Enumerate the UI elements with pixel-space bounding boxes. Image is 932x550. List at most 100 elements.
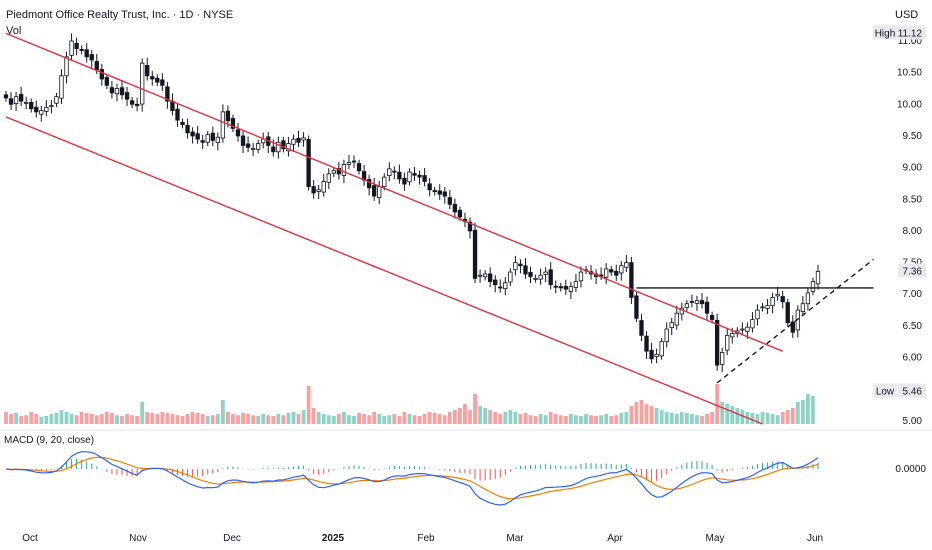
candle-body (94, 61, 99, 70)
candle-body (245, 143, 251, 148)
candle (629, 256, 634, 305)
price-tick-label: 7.00 (903, 289, 923, 300)
high-badge-value-bg (898, 25, 926, 40)
time-tick-label: 2025 (322, 533, 345, 544)
candle-body (553, 285, 558, 288)
candle (3, 91, 9, 102)
candle-body (624, 262, 629, 268)
candle-body (366, 179, 372, 189)
candle (366, 174, 372, 196)
candle-body (210, 132, 215, 141)
volume-bar (473, 394, 477, 424)
candle (488, 267, 493, 288)
volume-bar (442, 415, 447, 424)
candle (13, 91, 19, 112)
volume-bar (341, 412, 346, 424)
candle-body (372, 185, 377, 197)
candle-body (417, 174, 422, 178)
candle (805, 287, 811, 311)
volume-bar (261, 414, 266, 424)
candle-body (689, 301, 695, 303)
volume-bar (735, 408, 740, 424)
candle (39, 105, 44, 122)
candle (326, 168, 331, 189)
candle (29, 98, 34, 113)
candle-body (669, 322, 674, 328)
volume-bar (150, 412, 155, 424)
candle (387, 162, 392, 182)
candle (124, 86, 130, 106)
candle (467, 217, 473, 239)
candle (785, 298, 790, 327)
volume-bar (639, 400, 644, 424)
candle-body (235, 129, 241, 137)
volume-bar (9, 414, 13, 424)
volume-bar (155, 414, 160, 424)
candle (160, 73, 165, 92)
price-tick-label: 11.00 (898, 36, 923, 47)
candle-body (558, 286, 563, 289)
candle-body (770, 296, 775, 307)
volume-bar (115, 415, 119, 424)
candle-body (619, 265, 624, 274)
macd-label: MACD (9, 20, close) (4, 435, 95, 446)
candle-body (341, 164, 347, 176)
candle (397, 164, 402, 184)
candle (49, 99, 54, 114)
volume-bar (397, 416, 402, 424)
candle-body (64, 56, 69, 77)
candle (684, 299, 690, 312)
candle (301, 132, 306, 147)
candle-body (725, 334, 730, 351)
candle (316, 185, 321, 200)
candle (669, 317, 674, 336)
candle (155, 74, 160, 86)
candle-body (59, 75, 64, 99)
candle (654, 348, 659, 364)
candle (215, 132, 220, 151)
candle (200, 134, 205, 149)
volume-bar (109, 412, 114, 424)
candle-body (114, 88, 120, 95)
volume-bar (553, 414, 558, 424)
candle (372, 177, 377, 201)
candle (482, 270, 488, 281)
candle-body (99, 69, 104, 80)
candle-body (185, 124, 190, 134)
candle (59, 69, 64, 104)
candle (664, 322, 669, 348)
candle (276, 136, 281, 159)
volume-bar (321, 414, 326, 424)
high-badge-label: High (875, 28, 896, 39)
candle (190, 127, 195, 144)
candle-body (271, 146, 276, 153)
candle-body (740, 328, 745, 331)
candle-body (493, 279, 498, 286)
volume-bar (24, 415, 29, 424)
candle (377, 180, 382, 205)
candle-body (296, 137, 301, 143)
candle (720, 347, 725, 372)
candle (568, 281, 574, 300)
last-price-badge-value: 7.36 (903, 266, 923, 277)
macd-panel: 0.0000 (0, 429, 932, 506)
candle (765, 298, 770, 315)
volume-bar (236, 415, 240, 424)
candle-body (704, 301, 710, 314)
candle (261, 132, 266, 149)
volume-bar (210, 415, 215, 424)
candle (351, 155, 357, 168)
volume-bar (170, 414, 175, 424)
volume-bar (205, 416, 210, 424)
time-tick-label: Oct (22, 533, 38, 544)
price-tick-label: 7.50 (903, 258, 923, 269)
candle-body (785, 302, 790, 324)
volume-bar (382, 416, 387, 424)
volume-bar (770, 414, 775, 424)
volume-bar (407, 414, 412, 424)
candle-body (225, 110, 231, 122)
time-tick-label: Nov (129, 533, 147, 544)
volume-bar (271, 416, 276, 424)
candle-body (119, 87, 125, 96)
